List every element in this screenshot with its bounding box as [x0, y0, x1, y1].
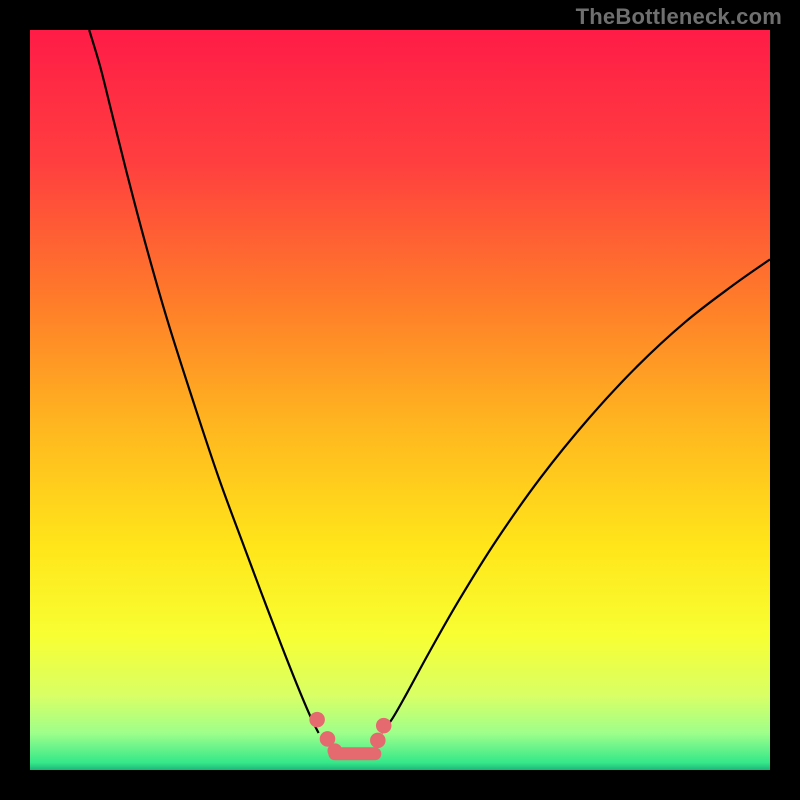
bottom-dot — [327, 743, 342, 758]
bottom-dot — [309, 712, 325, 728]
chart-frame — [0, 0, 800, 800]
bottom-dot — [370, 733, 386, 749]
plot-background — [30, 30, 770, 770]
bottleneck-chart — [0, 0, 800, 800]
bottom-dot — [376, 718, 392, 734]
watermark-text: TheBottleneck.com — [576, 4, 782, 30]
